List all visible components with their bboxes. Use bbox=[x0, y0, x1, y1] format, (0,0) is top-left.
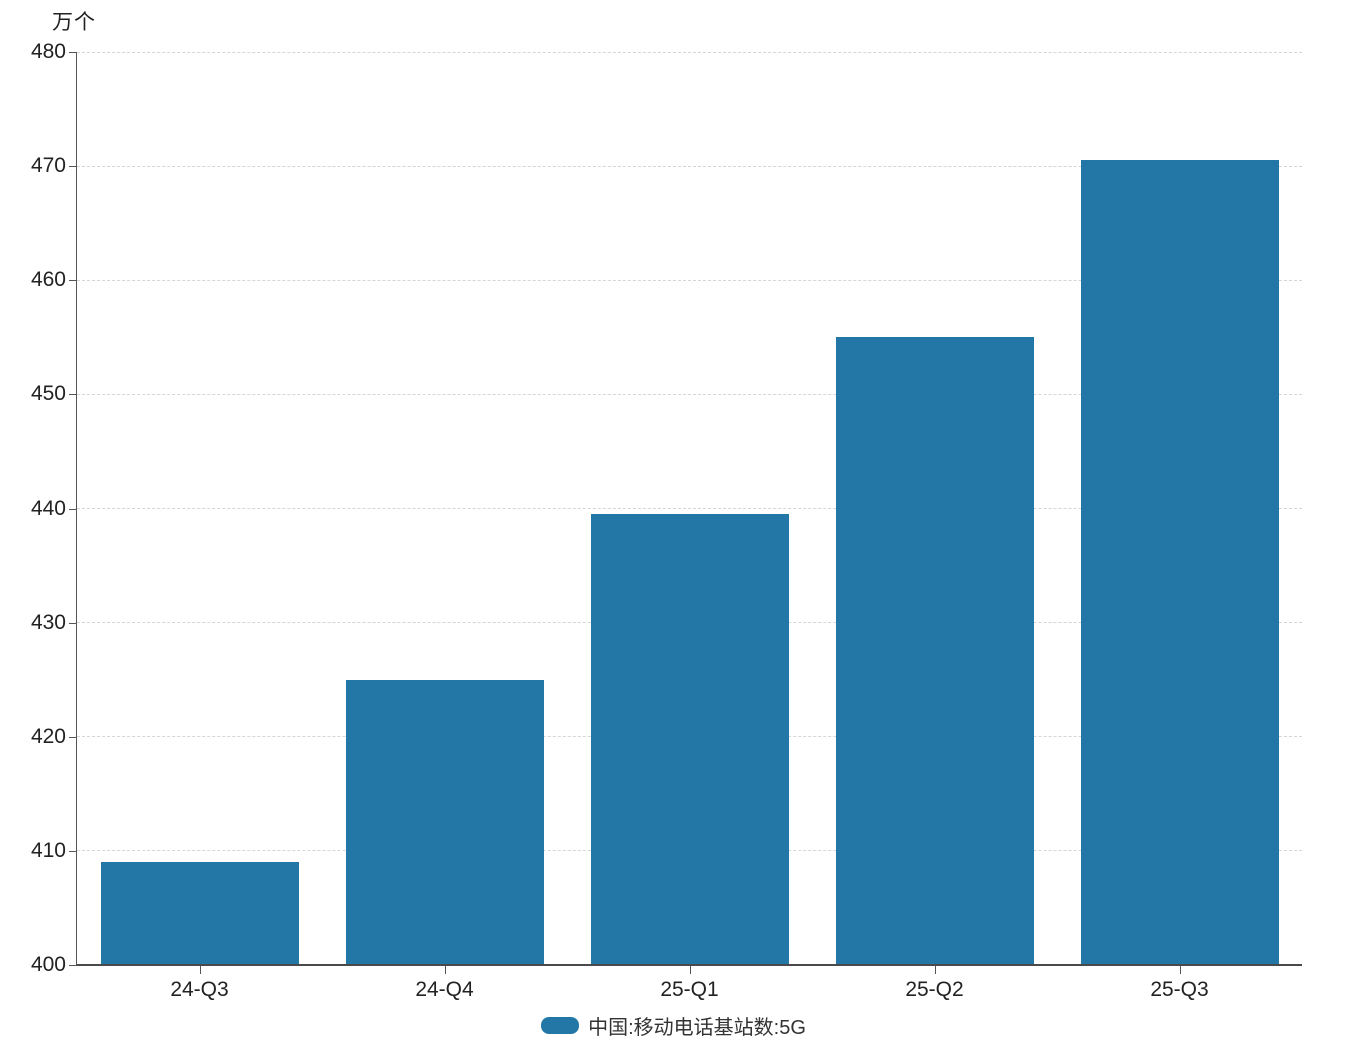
x-axis-tick bbox=[689, 965, 691, 974]
x-axis-label: 25-Q1 bbox=[660, 978, 719, 1001]
y-axis-tick bbox=[69, 622, 77, 624]
y-axis-tick bbox=[69, 965, 77, 966]
y-axis-unit-label: 万个 bbox=[52, 11, 96, 34]
y-axis-label: 450 bbox=[30, 382, 66, 406]
y-axis-tick bbox=[69, 850, 77, 852]
x-axis-label: 25-Q2 bbox=[905, 978, 964, 1001]
y-axis-label: 480 bbox=[30, 40, 66, 63]
legend-swatch bbox=[541, 1016, 580, 1034]
x-axis-label: 24-Q4 bbox=[415, 978, 474, 1001]
y-axis-tick bbox=[69, 508, 77, 510]
y-axis-label: 430 bbox=[30, 610, 66, 634]
y-axis-label: 400 bbox=[30, 953, 66, 976]
gridline bbox=[77, 165, 1302, 167]
y-axis-tick bbox=[69, 280, 77, 282]
bar[interactable] bbox=[1080, 160, 1279, 965]
gridline bbox=[77, 279, 1302, 281]
legend-label: 中国:移动电话基站数:5G bbox=[588, 1016, 806, 1039]
x-axis-tick bbox=[1179, 965, 1181, 974]
x-axis-tick bbox=[934, 965, 936, 974]
gridline bbox=[77, 508, 1302, 509]
gridline bbox=[77, 51, 1302, 53]
bar[interactable] bbox=[835, 337, 1034, 965]
y-axis-label: 470 bbox=[30, 154, 66, 178]
y-axis-label: 410 bbox=[30, 838, 66, 862]
y-axis-tick bbox=[69, 736, 77, 738]
y-axis-label: 460 bbox=[30, 268, 66, 292]
bar[interactable] bbox=[100, 862, 299, 965]
x-axis-line bbox=[77, 964, 1302, 966]
y-axis-label: 440 bbox=[30, 496, 66, 520]
y-axis-tick bbox=[69, 52, 77, 53]
y-axis-line bbox=[76, 52, 77, 965]
bar[interactable] bbox=[590, 514, 789, 965]
x-axis-label: 24-Q3 bbox=[170, 978, 229, 1001]
x-axis-tick bbox=[199, 965, 201, 974]
y-axis-label: 420 bbox=[30, 724, 66, 748]
x-axis-label: 25-Q3 bbox=[1150, 978, 1209, 1001]
legend-item[interactable]: 中国:移动电话基站数:5G bbox=[0, 1012, 1347, 1039]
y-axis-tick bbox=[69, 166, 77, 168]
bar[interactable] bbox=[345, 679, 544, 965]
y-axis-tick bbox=[69, 394, 77, 396]
x-axis-tick bbox=[444, 965, 446, 974]
gridline bbox=[77, 393, 1302, 395]
